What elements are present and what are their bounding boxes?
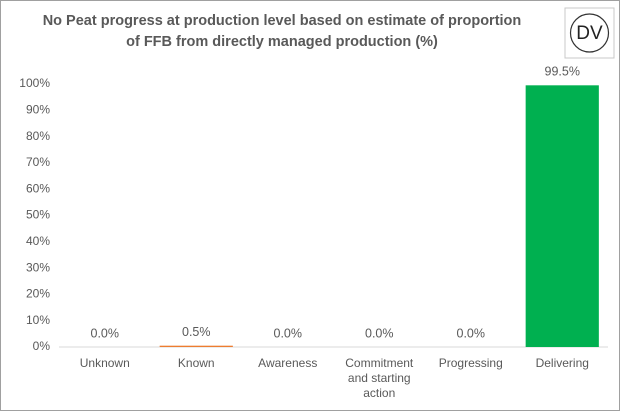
data-label: 0.0% [91, 326, 120, 340]
y-tick-label: 60% [26, 181, 50, 195]
badge-circle [569, 13, 610, 53]
y-tick-label: 70% [26, 155, 50, 169]
bar [525, 85, 599, 347]
x-tick-label: Unknown [79, 356, 130, 370]
y-tick-label: 50% [26, 208, 50, 222]
x-tick-label: Known [177, 356, 215, 370]
y-tick-label: 10% [26, 313, 50, 327]
y-tick-label: 100% [19, 76, 50, 90]
y-tick-label: 40% [26, 234, 50, 248]
data-label: 0.5% [182, 325, 211, 339]
x-tick-label: Delivering [535, 356, 589, 370]
y-tick-label: 0% [33, 339, 51, 353]
chart-title: No Peat progress at production level bas… [43, 13, 522, 29]
x-tick-label: Commitment and starting action [345, 356, 414, 400]
data-label: 0.0% [365, 326, 394, 340]
data-label: 0.0% [274, 326, 303, 340]
chart-title: of FFB from directly managed production … [126, 34, 438, 50]
x-tick-label: Progressing [438, 356, 503, 370]
data-label: 0.0% [457, 326, 486, 340]
y-tick-label: 90% [26, 102, 50, 116]
bar [159, 345, 233, 347]
x-tick-label: Awareness [258, 356, 318, 370]
badge-text: DV [576, 23, 603, 44]
y-tick-label: 20% [26, 287, 50, 301]
data-label: 99.5% [545, 65, 580, 79]
y-tick-label: 30% [26, 260, 50, 274]
y-tick-label: 80% [26, 129, 50, 143]
